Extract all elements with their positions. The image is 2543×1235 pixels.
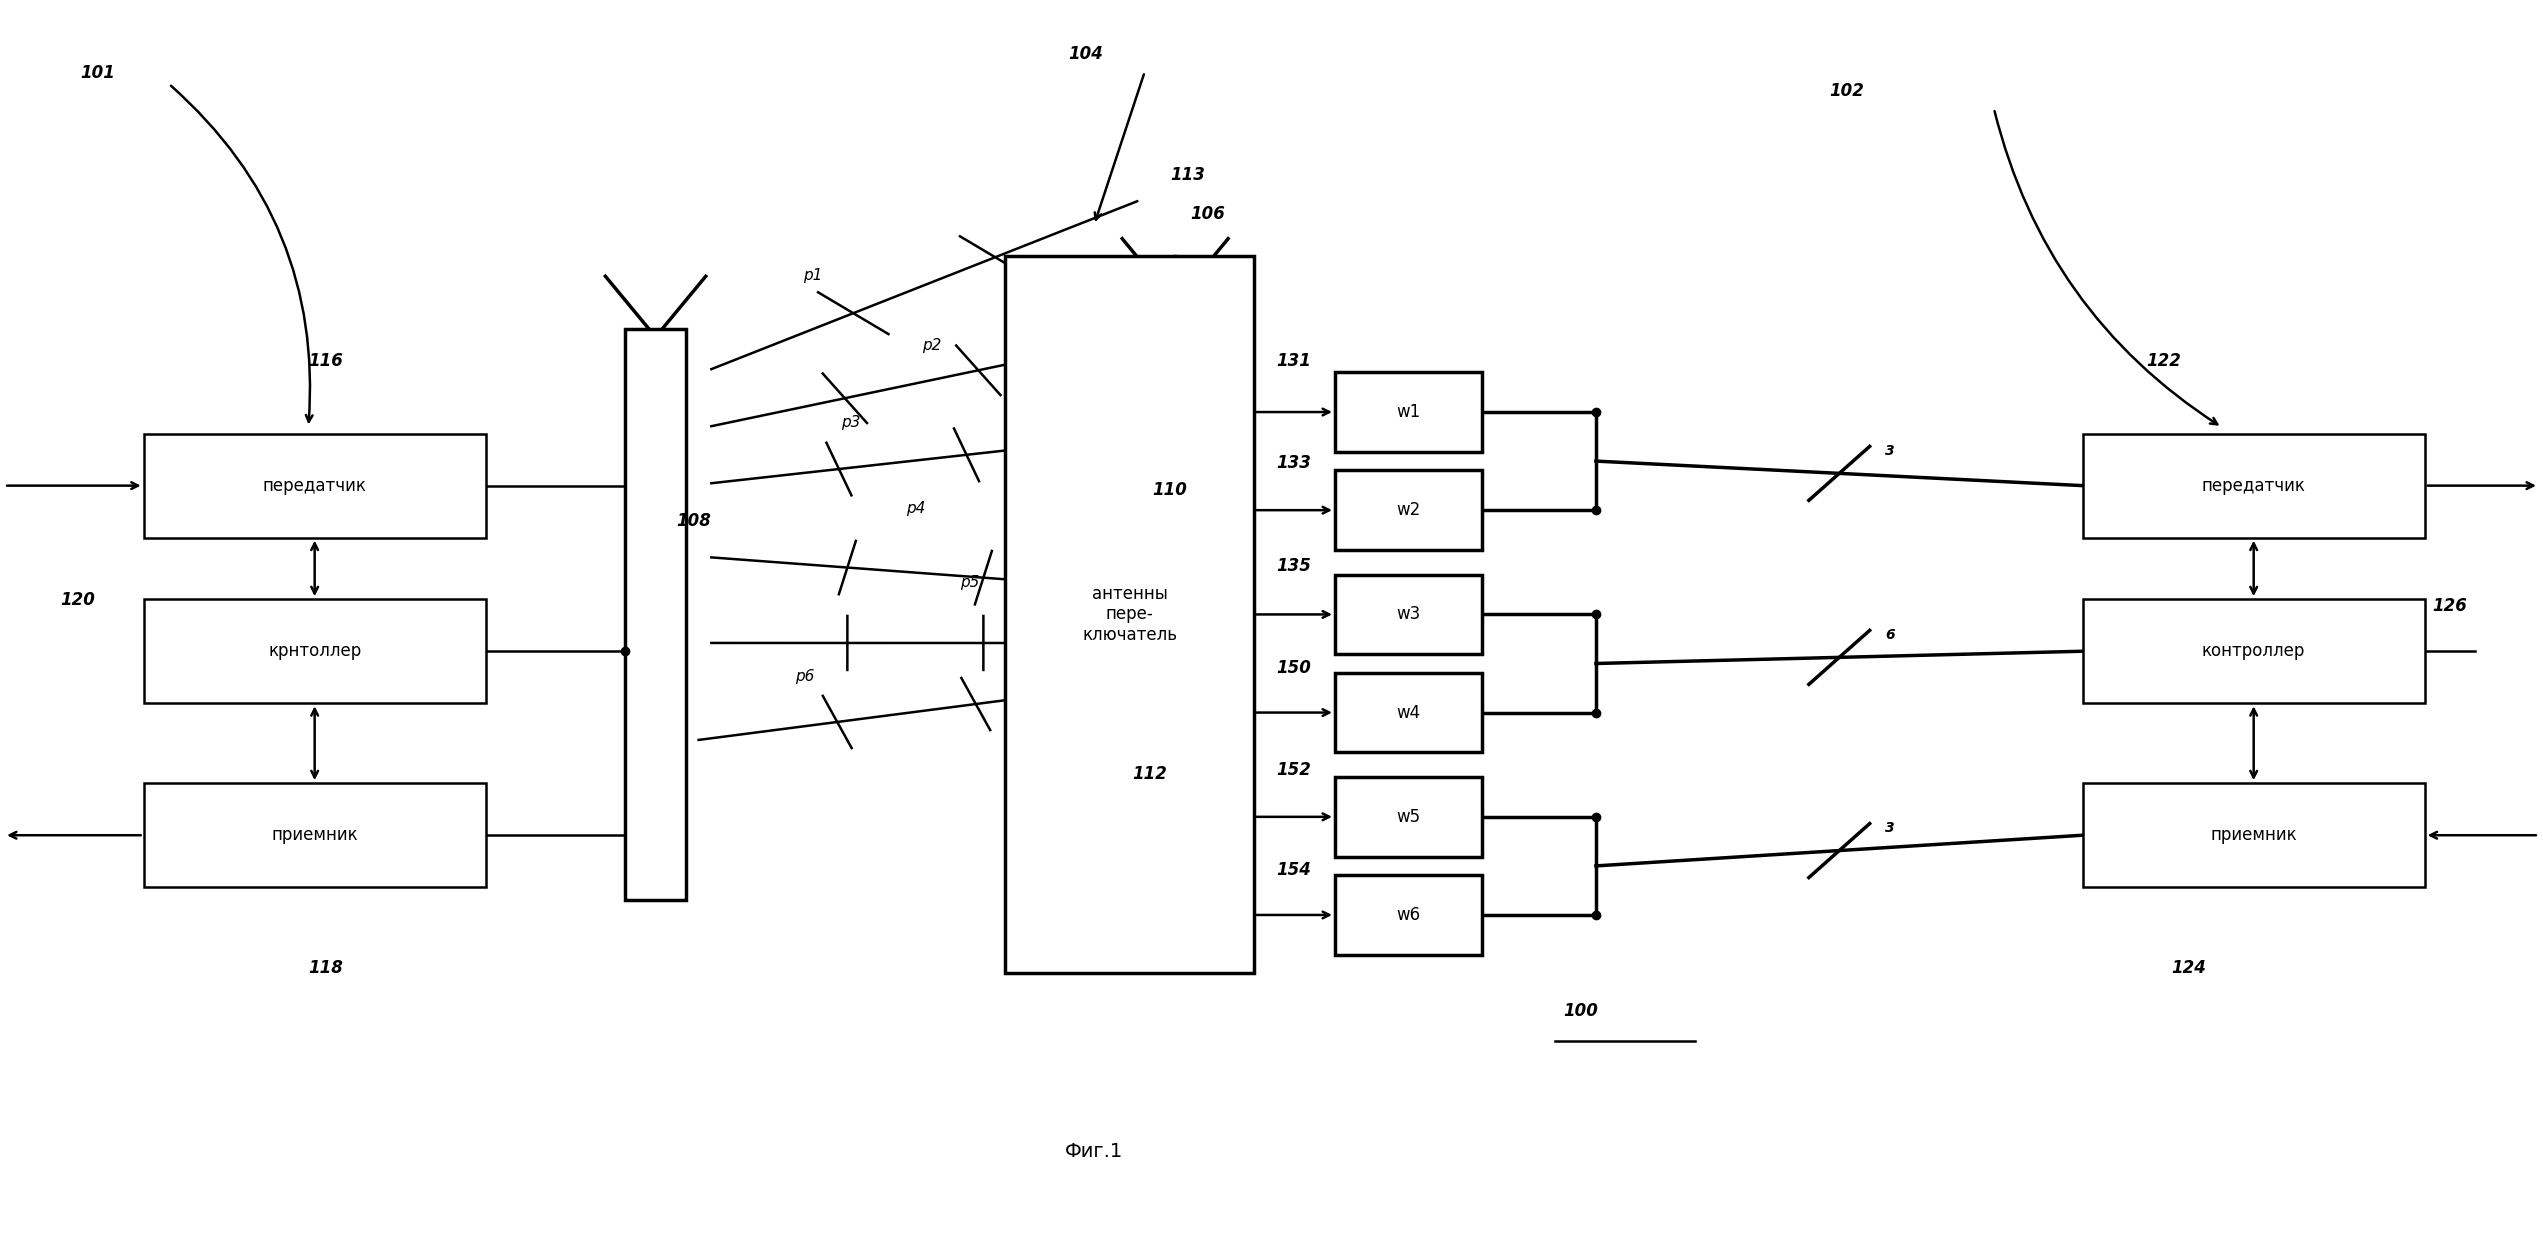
Text: 112: 112 bbox=[1132, 766, 1167, 783]
Text: 152: 152 bbox=[1277, 761, 1312, 778]
Text: w3: w3 bbox=[1396, 605, 1422, 624]
Text: Фиг.1: Фиг.1 bbox=[1066, 1142, 1124, 1161]
Text: 135: 135 bbox=[1277, 557, 1312, 574]
Text: контроллер: контроллер bbox=[2202, 642, 2307, 661]
FancyBboxPatch shape bbox=[1004, 256, 1254, 973]
FancyBboxPatch shape bbox=[142, 599, 486, 704]
Text: передатчик: передатчик bbox=[262, 477, 366, 495]
FancyBboxPatch shape bbox=[1335, 777, 1483, 857]
Text: приемник: приемник bbox=[2210, 826, 2296, 845]
Text: антенны
пере-
ключатель: антенны пере- ключатель bbox=[1083, 584, 1177, 645]
Text: 116: 116 bbox=[308, 352, 343, 370]
Text: p4: p4 bbox=[905, 501, 926, 516]
Text: p3: p3 bbox=[842, 415, 860, 430]
Text: 106: 106 bbox=[1190, 205, 1226, 222]
Text: 3: 3 bbox=[1884, 821, 1895, 835]
Text: 100: 100 bbox=[1564, 1002, 1597, 1020]
Text: 126: 126 bbox=[2431, 598, 2467, 615]
Text: w4: w4 bbox=[1396, 704, 1422, 721]
Text: p2: p2 bbox=[921, 338, 941, 353]
Text: p1: p1 bbox=[804, 268, 821, 283]
Text: 104: 104 bbox=[1068, 46, 1104, 63]
Text: 124: 124 bbox=[2172, 960, 2207, 977]
Text: 131: 131 bbox=[1277, 352, 1312, 370]
Text: 133: 133 bbox=[1277, 453, 1312, 472]
Text: 3: 3 bbox=[1884, 443, 1895, 458]
Text: 113: 113 bbox=[1170, 165, 1205, 184]
FancyBboxPatch shape bbox=[2083, 783, 2426, 888]
FancyBboxPatch shape bbox=[142, 783, 486, 888]
FancyBboxPatch shape bbox=[1335, 471, 1483, 550]
FancyBboxPatch shape bbox=[626, 330, 687, 899]
FancyBboxPatch shape bbox=[1335, 372, 1483, 452]
Text: w6: w6 bbox=[1396, 906, 1422, 924]
Text: крнтоллер: крнтоллер bbox=[267, 642, 361, 661]
Text: 150: 150 bbox=[1277, 658, 1312, 677]
Text: 110: 110 bbox=[1152, 480, 1188, 499]
Text: 6: 6 bbox=[1884, 627, 1895, 642]
Text: w2: w2 bbox=[1396, 501, 1422, 519]
Text: 122: 122 bbox=[2146, 352, 2182, 370]
FancyBboxPatch shape bbox=[1335, 876, 1483, 955]
Text: 101: 101 bbox=[81, 64, 114, 82]
FancyBboxPatch shape bbox=[1335, 574, 1483, 655]
Text: w1: w1 bbox=[1396, 403, 1422, 421]
FancyBboxPatch shape bbox=[142, 433, 486, 537]
Text: 154: 154 bbox=[1277, 861, 1312, 879]
Text: 120: 120 bbox=[61, 592, 94, 609]
FancyBboxPatch shape bbox=[2083, 599, 2426, 704]
Text: 108: 108 bbox=[676, 511, 709, 530]
Text: w5: w5 bbox=[1396, 808, 1422, 826]
FancyBboxPatch shape bbox=[2083, 433, 2426, 537]
Text: 118: 118 bbox=[308, 960, 343, 977]
Text: передатчик: передатчик bbox=[2202, 477, 2307, 495]
FancyBboxPatch shape bbox=[1335, 673, 1483, 752]
Text: приемник: приемник bbox=[272, 826, 359, 845]
Text: p6: p6 bbox=[796, 669, 814, 684]
Text: p5: p5 bbox=[959, 574, 979, 590]
Text: 102: 102 bbox=[1828, 83, 1864, 100]
